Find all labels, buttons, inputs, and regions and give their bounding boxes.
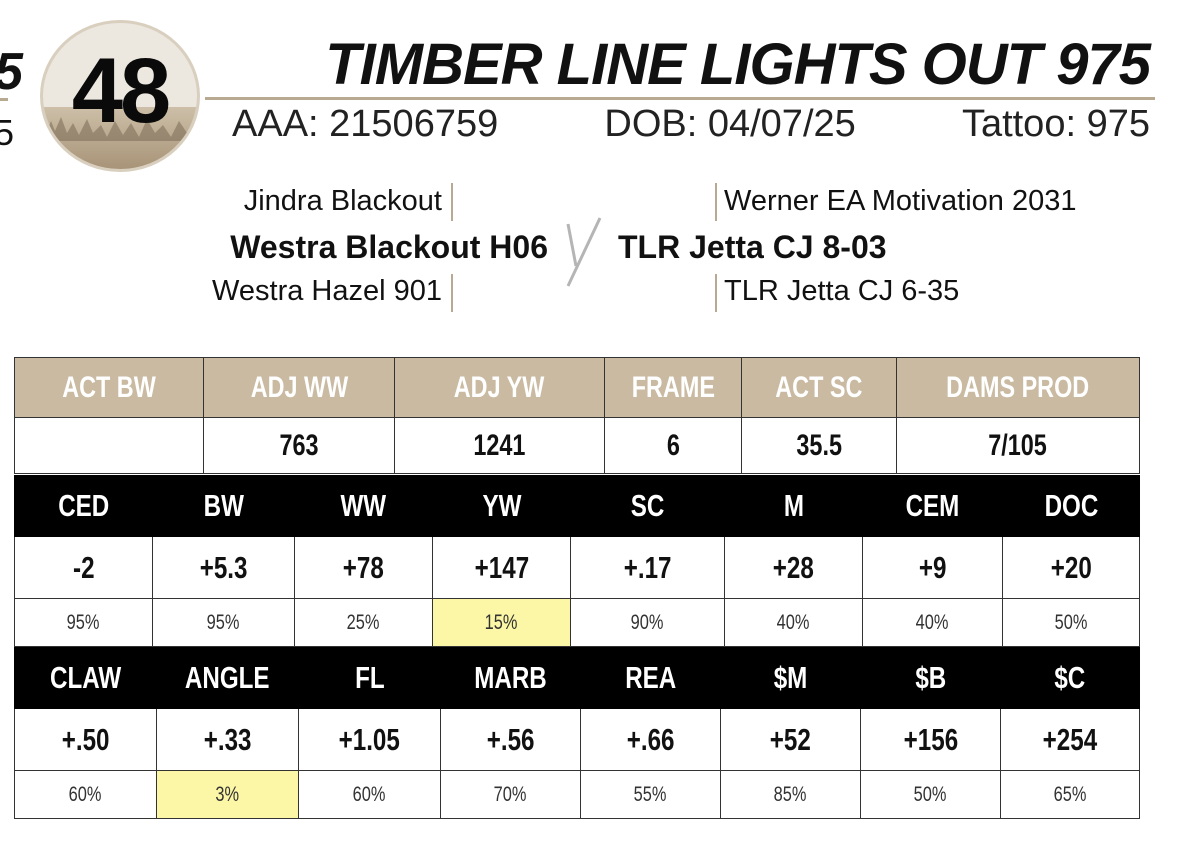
pedigree-divider [451, 183, 453, 221]
lot-number: 48 [71, 40, 171, 142]
epd-header: REA [580, 647, 721, 709]
epd-header: CEM [862, 475, 1003, 537]
pedigree-divider [715, 274, 717, 312]
epd-value-row: +.50 +.33 +1.05 +.56 +.66 +52 +156 +254 [14, 708, 1140, 771]
epd-value: +9 [862, 536, 1003, 599]
performance-value-row: 763 1241 6 35.5 7/105 [14, 417, 1140, 474]
epd-header: FL [298, 647, 441, 709]
tattoo: Tattoo: 975 [961, 103, 1150, 145]
clipped-text-fragment: 5 [0, 42, 23, 102]
date-of-birth: DOB: 04/07/25 [604, 103, 856, 145]
performance-value: 6 [604, 417, 742, 474]
performance-value: 763 [203, 417, 395, 474]
performance-value: 35.5 [741, 417, 897, 474]
performance-header: ADJ WW [203, 357, 395, 418]
epd-header: BW [152, 475, 295, 537]
pedigree-sire-dam: Westra Hazel 901 [212, 275, 442, 307]
percentile-value: 40% [724, 598, 863, 647]
epd-value: +254 [1000, 708, 1140, 771]
performance-header: DAMS PROD [896, 357, 1140, 418]
epd-header: ANGLE [156, 647, 299, 709]
epd-header: $M [720, 647, 861, 709]
performance-header: ACT BW [14, 357, 204, 418]
performance-value: 1241 [394, 417, 605, 474]
pedigree-sire-sire: Jindra Blackout [243, 185, 442, 217]
aaa-registration: AAA: 21506759 [232, 103, 499, 145]
epd-table-1: CED BW WW YW SC M CEM DOC -2 +5.3 +78 +1… [14, 475, 1140, 647]
epd-header: M [724, 475, 863, 537]
percentile-value: 25% [294, 598, 433, 647]
percentile-value: 90% [570, 598, 725, 647]
percentile-row: 95% 95% 25% 15% 90% 40% 40% 50% [14, 598, 1140, 647]
epd-value: +1.05 [298, 708, 441, 771]
percentile-value: 65% [1000, 770, 1140, 819]
percentile-value: 85% [720, 770, 861, 819]
epd-header: YW [432, 475, 571, 537]
percentile-value: 40% [862, 598, 1003, 647]
percentile-value: 50% [1002, 598, 1140, 647]
percentile-value: 60% [298, 770, 441, 819]
pedigree-divider [451, 274, 453, 312]
percentile-value: 60% [14, 770, 157, 819]
percentile-value: 95% [14, 598, 153, 647]
epd-value: +52 [720, 708, 861, 771]
epd-value: +20 [1002, 536, 1140, 599]
epd-value: +.66 [580, 708, 721, 771]
cross-symbol-icon [566, 217, 602, 287]
epd-header: SC [570, 475, 725, 537]
epd-value: +.33 [156, 708, 299, 771]
pedigree-dam-dam: TLR Jetta CJ 6-35 [724, 275, 960, 307]
animal-id-line: AAA: 21506759 DOB: 04/07/25 Tattoo: 975 [232, 102, 1150, 146]
performance-table: ACT BW ADJ WW ADJ YW FRAME ACT SC DAMS P… [14, 357, 1140, 474]
epd-header-row: CLAW ANGLE FL MARB REA $M $B $C [14, 647, 1140, 709]
epd-value: +28 [724, 536, 863, 599]
performance-header: FRAME [604, 357, 742, 418]
percentile-row: 60% 3% 60% 70% 55% 85% 50% 65% [14, 770, 1140, 819]
performance-value [14, 417, 204, 474]
epd-header: MARB [440, 647, 581, 709]
epd-value: +5.3 [152, 536, 295, 599]
epd-value-row: -2 +5.3 +78 +147 +.17 +28 +9 +20 [14, 536, 1140, 599]
percentile-value: 50% [860, 770, 1001, 819]
epd-header: WW [294, 475, 433, 537]
performance-value: 7/105 [896, 417, 1140, 474]
epd-header: CED [14, 475, 153, 537]
percentile-value-highlighted: 15% [432, 598, 571, 647]
epd-value: +78 [294, 536, 433, 599]
epd-value: +147 [432, 536, 571, 599]
epd-header: CLAW [14, 647, 157, 709]
epd-value: +.50 [14, 708, 157, 771]
clipped-rule-fragment [0, 98, 8, 101]
pedigree-sire: Westra Blackout H06 [230, 229, 548, 265]
performance-header: ADJ YW [394, 357, 605, 418]
performance-header: ACT SC [741, 357, 897, 418]
epd-table-2: CLAW ANGLE FL MARB REA $M $B $C +.50 +.3… [14, 647, 1140, 819]
clipped-text-fragment: 5 [0, 112, 15, 153]
percentile-value: 55% [580, 770, 721, 819]
epd-value: +.56 [440, 708, 581, 771]
percentile-value: 70% [440, 770, 581, 819]
epd-value: +.17 [570, 536, 725, 599]
epd-value: +156 [860, 708, 1001, 771]
pedigree-dam-sire: Werner EA Motivation 2031 [724, 185, 1077, 217]
animal-name: TIMBER LINE LIGHTS OUT 975 [325, 32, 1151, 97]
pedigree-dam: TLR Jetta CJ 8-03 [618, 229, 887, 265]
header-divider [205, 97, 1155, 100]
badge-treeline-image [43, 117, 197, 141]
performance-header-row: ACT BW ADJ WW ADJ YW FRAME ACT SC DAMS P… [14, 357, 1140, 418]
epd-header: $C [1000, 647, 1140, 709]
epd-header: DOC [1002, 475, 1140, 537]
pedigree-divider [715, 183, 717, 221]
lot-badge: 48 [40, 20, 200, 172]
epd-value: -2 [14, 536, 153, 599]
percentile-value-highlighted: 3% [156, 770, 299, 819]
percentile-value: 95% [152, 598, 295, 647]
epd-header: $B [860, 647, 1001, 709]
epd-header-row: CED BW WW YW SC M CEM DOC [14, 475, 1140, 537]
